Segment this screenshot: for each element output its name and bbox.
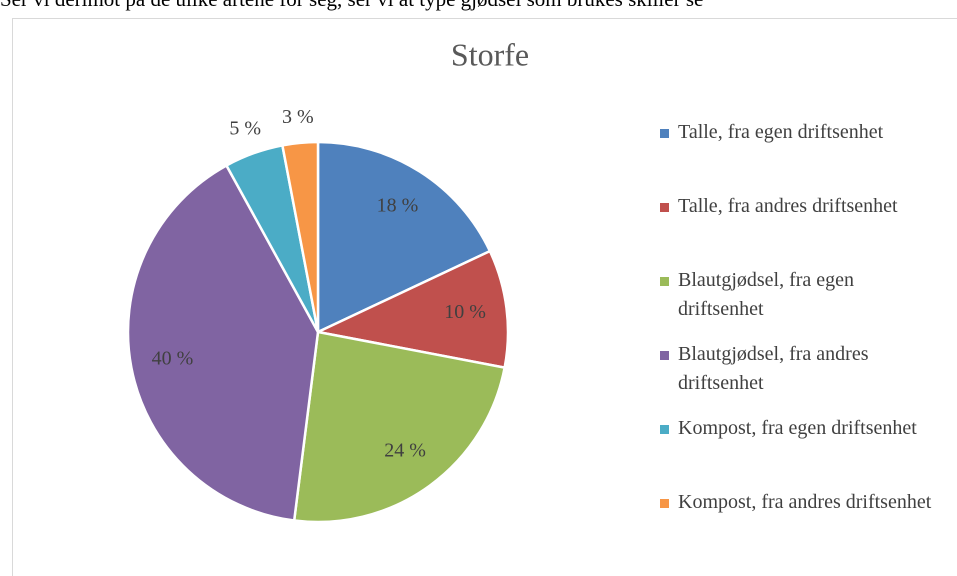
intro-text: Ser vi derimot på de ulike artene for se… (0, 0, 703, 12)
chart-title: Storfe (451, 36, 529, 72)
legend-label: Kompost, fra andres driftsenhet (678, 491, 932, 513)
legend-item: Blautgjødsel, fra andres driftsenhet (660, 340, 932, 398)
legend-label: Kompost, fra egen driftsenhet (678, 417, 917, 439)
data-label: 3 % (282, 106, 314, 128)
legend-label: Blautgjødsel, fra egen driftsenhet (678, 269, 855, 320)
legend-item: Talle, fra andres driftsenhet (660, 192, 932, 221)
chart-frame (12, 18, 957, 576)
data-label: 10 % (444, 301, 486, 323)
legend-swatch (660, 425, 669, 434)
legend-label: Talle, fra andres driftsenhet (678, 195, 898, 217)
pie-slice (292, 330, 507, 524)
legend-swatch (660, 351, 669, 360)
legend-swatch (660, 129, 669, 138)
legend-item: Kompost, fra andres driftsenhet (660, 488, 932, 517)
pie-slice (280, 140, 320, 333)
legend-item: Talle, fra egen driftsenhet (660, 118, 932, 147)
legend-swatch (660, 277, 669, 286)
data-label: 18 % (377, 194, 419, 216)
legend-item: Blautgjødsel, fra egen driftsenhet (660, 266, 932, 324)
pie-slice (313, 249, 510, 370)
data-label: 5 % (229, 118, 261, 140)
pie-slice (316, 140, 492, 334)
legend-item: Kompost, fra egen driftsenhet (660, 414, 932, 443)
data-label: 24 % (384, 439, 426, 461)
legend-swatch (660, 499, 669, 508)
legend-label: Blautgjødsel, fra andres driftsenhet (678, 343, 869, 394)
legend-swatch (660, 203, 669, 212)
data-label: 40 % (152, 347, 194, 369)
legend-label: Talle, fra egen driftsenhet (678, 121, 884, 143)
pie-slice (126, 163, 320, 522)
